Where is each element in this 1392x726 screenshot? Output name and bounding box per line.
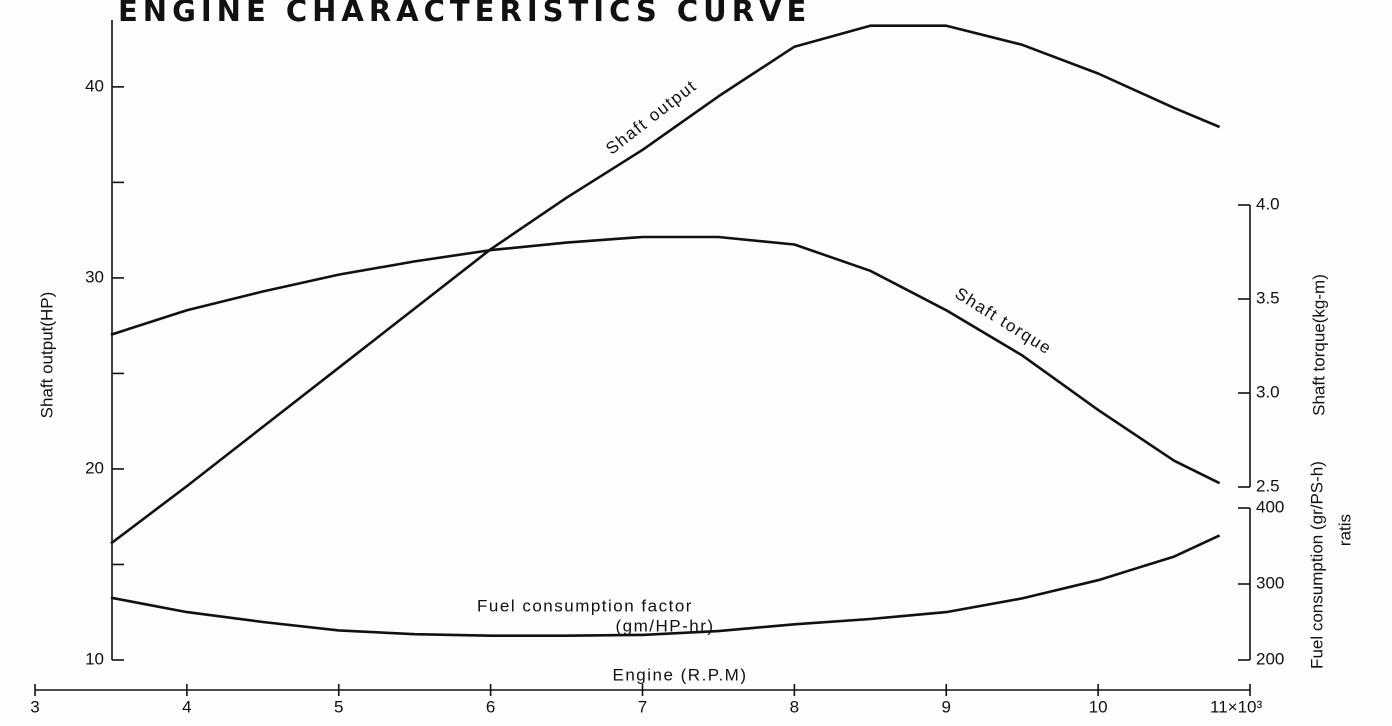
x-tick-label: 5: [334, 697, 343, 716]
x-axis-label: Engine (R.P.M): [612, 665, 747, 684]
y2-tick-label: 2.5: [1256, 476, 1280, 495]
y-tick-label: 10: [85, 649, 104, 668]
y-tick-label: 30: [85, 267, 104, 286]
series-label: Shaft torque: [952, 284, 1056, 359]
x-tick-label: 10: [1089, 697, 1108, 716]
curve: [110, 534, 1221, 637]
curve: [110, 235, 1221, 485]
x-tick-label: 9: [942, 697, 951, 716]
y2-tick-label: 3.5: [1256, 288, 1280, 307]
y3-tick-label: 400: [1256, 497, 1284, 516]
y2-axis-label: Shaft torque(kg-m): [1309, 274, 1328, 416]
x-tick-label: 6: [486, 697, 495, 716]
y3-tick-label: 200: [1256, 649, 1284, 668]
series-label: Fuel consumption factor: [477, 596, 693, 615]
chart-title: ENGINE CHARACTERISTICS CURVE: [118, 0, 811, 28]
x-tick-label: 11×10³: [1210, 697, 1262, 716]
y-tick-label: 40: [85, 76, 104, 95]
y2-tick-label: 4.0: [1256, 194, 1280, 213]
y3-axis-label: Fuel consumption (gr/PS-h): [1307, 461, 1326, 669]
series-label: Shaft output: [602, 76, 700, 159]
x-tick-label: 8: [790, 697, 799, 716]
y2-tick-label: 3.0: [1256, 382, 1280, 401]
curve: [110, 24, 1221, 545]
y3-tick-label: 300: [1256, 573, 1284, 592]
x-tick-label: 4: [182, 697, 191, 716]
y-axis-label: Shaft output(HP): [37, 292, 56, 419]
y3-axis-label-2: ratis: [1335, 514, 1354, 546]
annotation: (gm/HP-hr): [615, 616, 714, 635]
x-tick-label: 7: [638, 697, 647, 716]
x-tick-label: 3: [30, 697, 39, 716]
y-tick-label: 20: [85, 458, 104, 477]
